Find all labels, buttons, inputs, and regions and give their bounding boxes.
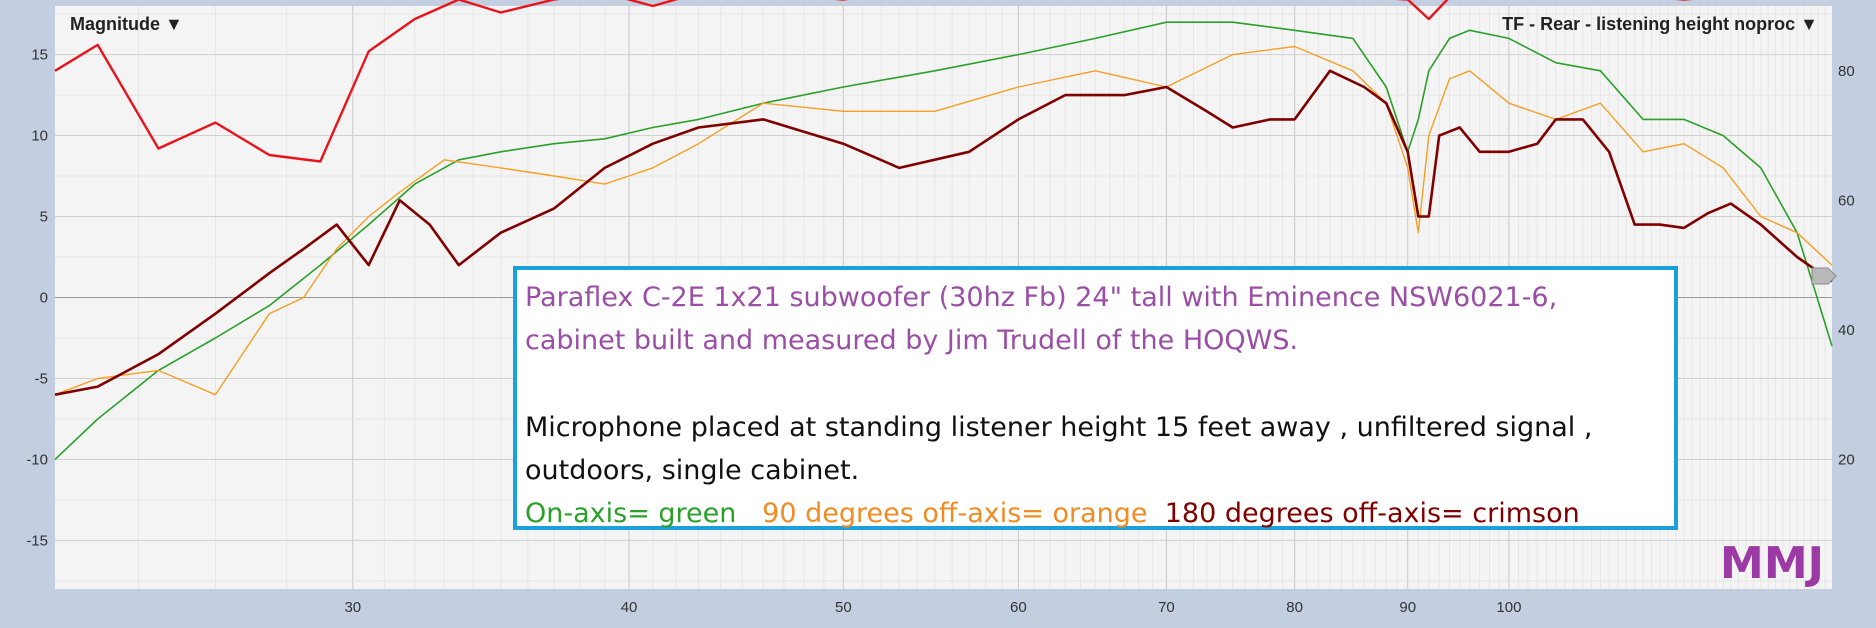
mmj-watermark: MMJ xyxy=(1720,538,1824,589)
series-line-1 xyxy=(54,0,1693,163)
series-lines xyxy=(54,0,1833,460)
legend-orange: 90 degrees off-axis= orange xyxy=(762,498,1148,529)
y-right-tick-label: 40 xyxy=(1838,322,1855,339)
y-left-tick-label: 5 xyxy=(40,209,48,226)
legend-crimson: 180 degrees off-axis= crimson xyxy=(1164,498,1580,529)
axis-ticks: 30 40 50 60 70 80 90 100 -15 -10 -5 0 5 10 15 20 40 60 80 xyxy=(26,47,1854,616)
annotation-legend-line: On-axis= green 90 degrees off-axis= oran… xyxy=(525,492,1666,535)
annotation-line-2: cabinet built and measured by Jim Trudel… xyxy=(525,319,1666,362)
y-left-tick-label: 10 xyxy=(31,128,48,145)
y-left-tick-label: -5 xyxy=(35,370,48,387)
x-tick-label: 80 xyxy=(1286,599,1303,616)
y-left-tick-label: -15 xyxy=(26,532,48,549)
x-tick-label: 40 xyxy=(621,599,638,616)
legend-green: On-axis= green xyxy=(525,498,737,529)
annotation-line-2a: cabinet built and measured by xyxy=(525,325,947,356)
y-left-tick-label: 15 xyxy=(31,47,48,64)
y-left-tick-label: 0 xyxy=(40,290,48,307)
y-right-tick-label: 20 xyxy=(1838,451,1855,468)
trace-selector-menu[interactable]: TF - Rear - listening height noproc ▼ xyxy=(1502,14,1818,34)
series-line-2 xyxy=(54,21,1833,460)
annotation-line-2b: Jim Trudell of the HOQWS. xyxy=(946,325,1299,356)
x-tick-label: 50 xyxy=(835,599,852,616)
x-tick-label: 100 xyxy=(1496,599,1521,616)
y-right-tick-label: 80 xyxy=(1838,63,1855,80)
x-tick-label: 90 xyxy=(1399,599,1416,616)
x-tick-label: 30 xyxy=(344,599,361,616)
y-right-tick-label: 60 xyxy=(1838,192,1855,209)
annotation-line-1: Paraflex C-2E 1x21 subwoofer (30hz Fb) 2… xyxy=(525,282,1558,313)
trace-handle[interactable] xyxy=(1811,267,1837,285)
magnitude-menu[interactable]: Magnitude ▼ xyxy=(70,14,183,34)
x-tick-label: 70 xyxy=(1158,599,1175,616)
annotation-line-4: outdoors, single cabinet. xyxy=(525,455,860,486)
annotation-box: Paraflex C-2E 1x21 subwoofer (30hz Fb) 2… xyxy=(513,266,1678,530)
series-line-4 xyxy=(54,69,1833,396)
x-tick-label: 60 xyxy=(1010,599,1027,616)
annotation-line-3: Microphone placed at standing listener h… xyxy=(525,412,1593,443)
y-left-tick-label: -10 xyxy=(26,451,48,468)
